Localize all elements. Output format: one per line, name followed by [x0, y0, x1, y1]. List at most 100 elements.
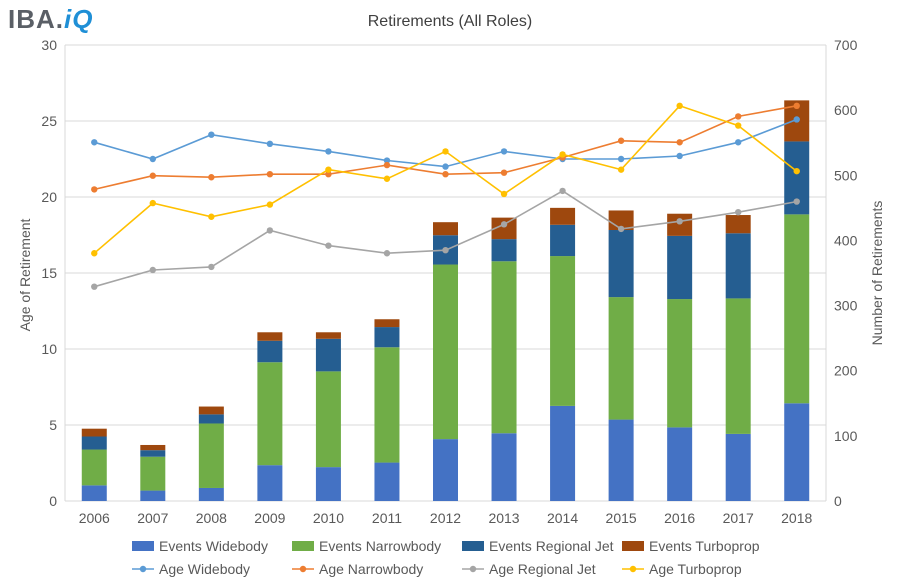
legend-marker-age-widebody [139, 565, 147, 573]
point-age-narrowbody [617, 137, 625, 144]
bar-events-widebody [433, 439, 458, 501]
bar-events-turboprop [433, 222, 458, 236]
point-age-regional-jet [149, 266, 157, 274]
bar-events-turboprop [725, 215, 751, 234]
legend-label-age-widebody: Age Widebody [159, 561, 250, 577]
legend-marker-age-regional-jet [469, 565, 477, 573]
point-age-narrowbody [500, 169, 508, 176]
line-series-group [91, 102, 800, 290]
point-age-regional-jet [500, 221, 508, 228]
point-age-widebody [91, 139, 98, 146]
y-tick-label-left: 20 [41, 189, 57, 205]
point-age-regional-jet [617, 225, 625, 233]
point-age-widebody [676, 152, 683, 160]
y-tick-label-right: 100 [834, 428, 858, 444]
point-age-narrowbody [266, 171, 274, 178]
point-age-regional-jet [734, 209, 742, 216]
point-age-narrowbody [676, 139, 683, 146]
line-age-widebody [94, 118, 797, 168]
bar-events-widebody [667, 427, 693, 501]
chart-title: Retirements (All Roles) [368, 13, 532, 30]
bar-events-widebody [315, 467, 341, 501]
point-age-regional-jet [91, 283, 98, 290]
x-tick-label: 2006 [79, 510, 110, 526]
bar-events-narrowbody [257, 362, 283, 466]
bar-events-turboprop [667, 213, 693, 236]
bar-events-narrowbody [315, 371, 341, 468]
bar-events-regional-jet [667, 235, 693, 300]
point-age-regional-jet [559, 187, 566, 195]
x-tick-label: 2008 [196, 510, 227, 526]
legend-swatch-events-widebody [132, 541, 154, 551]
bar-events-narrowbody [784, 214, 810, 404]
point-age-regional-jet [442, 247, 449, 254]
bar-events-narrowbody [81, 449, 107, 486]
point-age-regional-jet [266, 227, 274, 234]
point-age-widebody [442, 163, 449, 170]
bar-events-turboprop [315, 332, 341, 339]
x-tick-label: 2016 [664, 510, 695, 526]
bar-events-turboprop [491, 217, 517, 240]
x-tick-label: 2007 [137, 510, 168, 526]
bar-events-turboprop [550, 207, 576, 225]
point-age-widebody [734, 139, 742, 146]
bar-events-regional-jet [608, 230, 634, 298]
bar-events-narrowbody [550, 256, 576, 406]
point-age-widebody [325, 148, 332, 155]
point-age-regional-jet [208, 263, 215, 271]
point-age-turboprop [91, 250, 98, 257]
point-age-narrowbody [383, 161, 391, 169]
legend-label-age-narrowbody: Age Narrowbody [319, 561, 423, 577]
logo-text-iq: iQ [64, 4, 94, 34]
point-age-narrowbody [91, 186, 98, 193]
point-age-turboprop [500, 190, 508, 198]
bar-events-turboprop [140, 444, 166, 451]
bar-series-group [81, 100, 810, 501]
y-tick-label-left: 5 [49, 417, 57, 433]
bar-events-widebody [608, 419, 634, 501]
bar-events-narrowbody [491, 261, 517, 434]
y-axis-label-right: Number of Retirements [869, 201, 885, 346]
y-tick-label-right: 0 [834, 493, 842, 509]
y-tick-label-left: 15 [41, 265, 57, 281]
x-tick-label: 2018 [781, 510, 812, 526]
bar-events-turboprop [257, 332, 283, 341]
bar-events-narrowbody [433, 264, 458, 440]
x-tick-label: 2011 [372, 510, 402, 526]
point-age-regional-jet [793, 198, 800, 205]
y-tick-label-left: 0 [49, 493, 57, 509]
bar-events-widebody [784, 403, 810, 501]
legend-marker-age-turboprop [629, 565, 637, 573]
point-age-turboprop [149, 199, 157, 207]
point-age-narrowbody [325, 171, 332, 178]
bar-events-widebody [725, 433, 751, 501]
point-age-narrowbody [442, 171, 449, 178]
point-age-turboprop [208, 213, 215, 220]
point-age-turboprop [325, 166, 332, 173]
legend-marker-age-narrowbody [299, 565, 307, 573]
point-age-widebody [383, 157, 391, 164]
legend-swatch-events-narrowbody [292, 541, 314, 551]
legend-swatch-events-regional-jet [462, 541, 484, 551]
y-tick-label-right: 200 [834, 363, 858, 379]
x-tick-label: 2010 [313, 510, 344, 526]
point-age-narrowbody [149, 172, 157, 179]
point-age-turboprop [617, 166, 625, 173]
y-tick-label-right: 700 [834, 37, 858, 53]
point-age-regional-jet [325, 242, 332, 249]
point-age-narrowbody [734, 113, 742, 120]
logo-text-iba: IBA. [8, 4, 64, 34]
bar-events-widebody [81, 485, 107, 501]
point-age-turboprop [676, 102, 683, 110]
bar-events-regional-jet [550, 224, 576, 257]
y-tick-label-right: 500 [834, 167, 858, 183]
point-age-turboprop [793, 167, 800, 175]
bar-events-turboprop [374, 319, 400, 328]
bar-events-widebody [140, 490, 166, 501]
legend: Events Widebody Events Narrowbody Events R… [132, 538, 760, 577]
point-age-turboprop [559, 151, 566, 158]
y-tick-label-left: 25 [41, 113, 57, 129]
bar-events-narrowbody [667, 299, 693, 428]
bar-events-widebody [550, 405, 576, 501]
point-age-regional-jet [383, 250, 391, 257]
